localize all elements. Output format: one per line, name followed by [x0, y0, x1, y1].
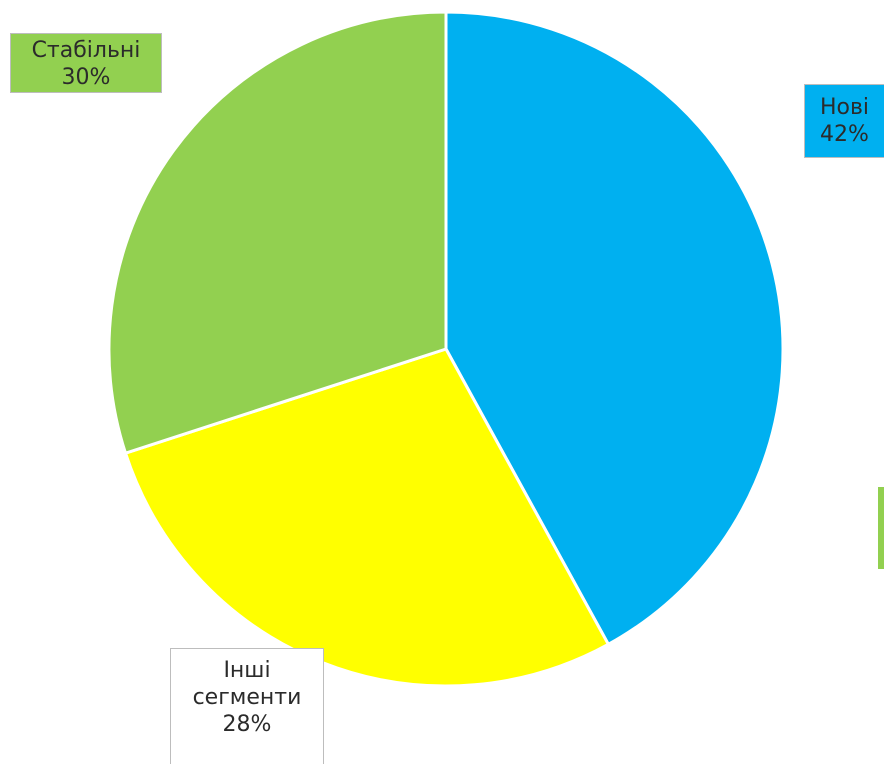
slice-label-other-value: 28%	[222, 712, 272, 737]
slice-label-new-value: 42%	[820, 122, 869, 147]
slice-label-stable: Стабільні 30%	[10, 33, 162, 93]
slice-label-other-line-1: Інші	[223, 658, 271, 683]
partial-label-marker	[878, 487, 884, 569]
slice-label-other-line-2: сегменти	[192, 685, 302, 710]
slice-label-new: Нові 42%	[804, 84, 884, 158]
slice-label-other-segments: Інші сегменти 28%	[170, 648, 324, 764]
pie-slice-2	[107, 10, 448, 455]
slice-label-new-name: Нові	[819, 95, 870, 120]
slice-label-stable-value: 30%	[61, 65, 111, 90]
slice-label-stable-name: Стабільні	[31, 38, 141, 63]
pie-slice-0	[444, 10, 785, 646]
